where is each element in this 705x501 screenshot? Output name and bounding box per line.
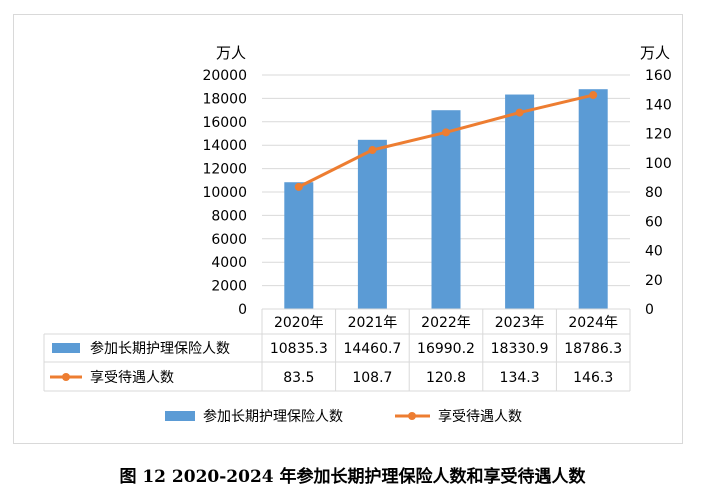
category-label: 2020年 — [274, 315, 324, 331]
line-point — [589, 91, 598, 100]
table-key-bar — [52, 343, 80, 353]
line-value-label: 134.3 — [500, 370, 540, 386]
line-value-label: 120.8 — [426, 370, 466, 386]
legend-marker — [408, 412, 416, 420]
line-point — [515, 108, 524, 117]
left-tick-label: 4000 — [211, 255, 247, 271]
left-tick-label: 14000 — [202, 138, 247, 154]
right-tick-label: 40 — [645, 244, 663, 260]
line-point — [368, 146, 377, 155]
left-tick-label: 20000 — [202, 68, 247, 84]
category-label: 2021年 — [348, 315, 398, 331]
bar — [505, 94, 535, 309]
line-point — [294, 182, 303, 191]
bar-value-label: 10835.3 — [270, 341, 328, 357]
table-row-label: 享受待遇人数 — [90, 369, 174, 386]
bar — [578, 89, 608, 309]
bar-value-label: 18786.3 — [564, 341, 622, 357]
category-label: 2024年 — [568, 315, 618, 331]
table-key-marker — [62, 373, 70, 381]
left-tick-label: 2000 — [211, 279, 247, 295]
left-tick-label: 8000 — [211, 208, 247, 224]
category-label: 2023年 — [495, 315, 545, 331]
legend-swatch-bar — [165, 411, 195, 421]
chart-svg: 0 2000 4000 6000 8000 10000 12000 14000 16000 180… — [43, 44, 672, 425]
bar — [431, 110, 461, 309]
right-tick-label: 60 — [645, 214, 663, 230]
right-tick-label: 140 — [645, 97, 672, 113]
bar — [284, 182, 314, 309]
bar-value-label: 14460.7 — [343, 341, 401, 357]
line-value-label: 83.5 — [283, 370, 314, 386]
right-tick-label: 0 — [645, 302, 654, 318]
chart-frame — [13, 14, 683, 444]
left-axis-unit: 万人 — [216, 44, 246, 62]
right-axis-unit: 万人 — [640, 44, 670, 62]
right-tick-label: 20 — [645, 273, 663, 289]
legend-label: 享受待遇人数 — [438, 408, 522, 425]
line-value-label: 108.7 — [352, 370, 392, 386]
bar-value-label: 16990.2 — [417, 341, 475, 357]
left-tick-label: 10000 — [202, 185, 247, 201]
left-tick-label: 16000 — [202, 115, 247, 131]
right-tick-label: 100 — [645, 156, 672, 172]
left-tick-label: 6000 — [211, 232, 247, 248]
category-label: 2022年 — [421, 315, 471, 331]
right-tick-label: 160 — [645, 68, 672, 84]
figure-caption: 图 12 2020-2024 年参加长期护理保险人数和享受待遇人数 — [119, 467, 586, 487]
left-tick-label: 12000 — [202, 162, 247, 178]
left-tick-label: 18000 — [202, 91, 247, 107]
table-row-label: 参加长期护理保险人数 — [90, 340, 230, 357]
bar-value-label: 18330.9 — [491, 341, 549, 357]
line-point — [442, 128, 450, 137]
left-tick-label: 0 — [238, 302, 247, 318]
right-tick-label: 80 — [645, 185, 663, 201]
right-tick-label: 120 — [645, 127, 672, 143]
legend-label: 参加长期护理保险人数 — [203, 408, 343, 425]
bar — [357, 139, 387, 309]
line-value-label: 146.3 — [573, 370, 613, 386]
